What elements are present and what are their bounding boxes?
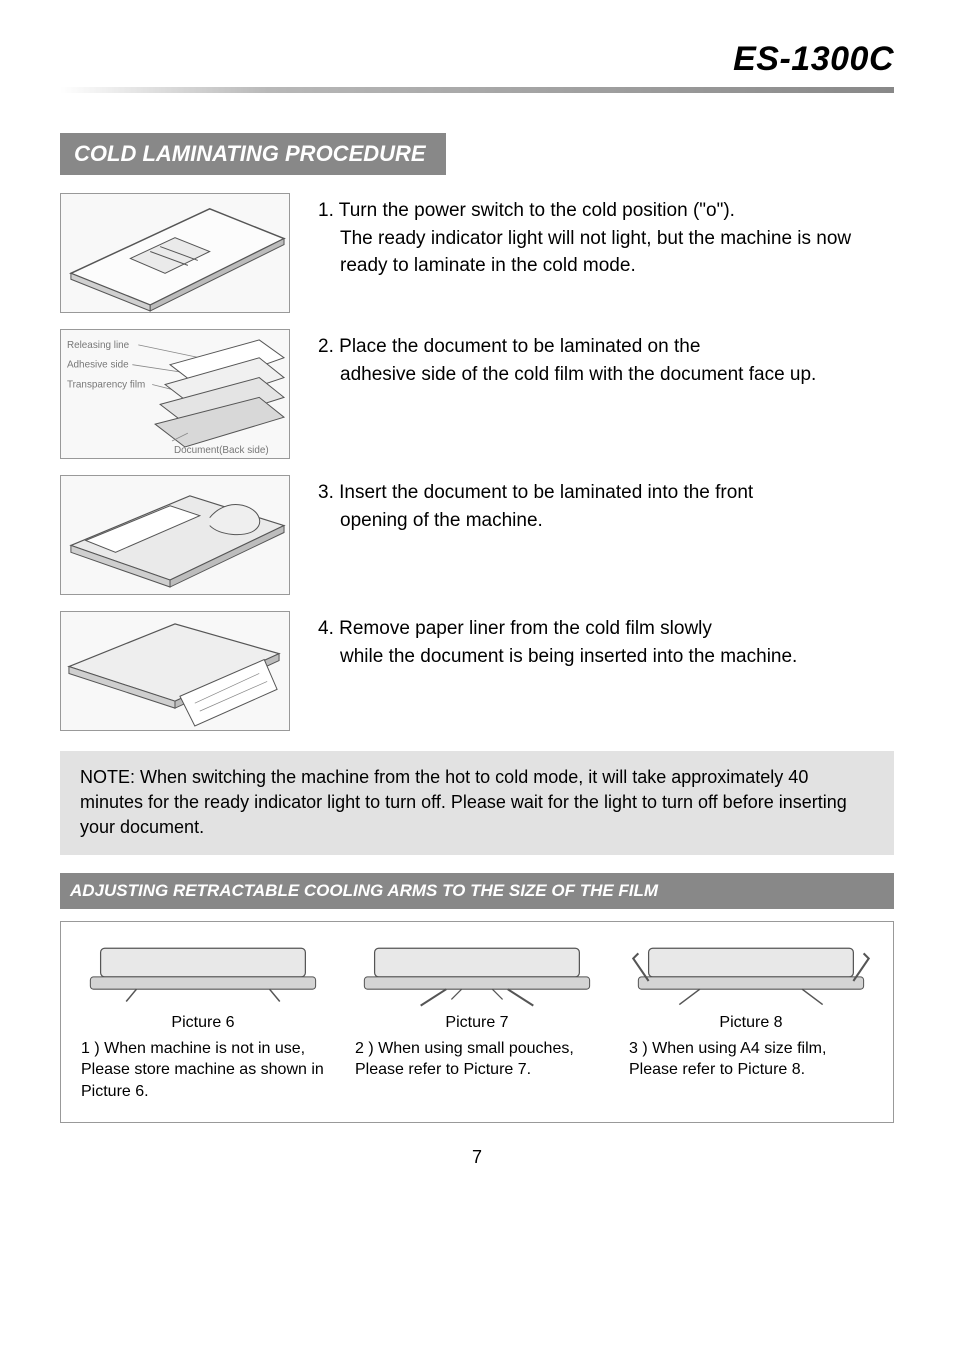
insert-document-icon: [61, 476, 289, 595]
page-number: 7: [60, 1147, 894, 1168]
step-rest: while the document is being inserted int…: [318, 643, 894, 671]
label-transparency: Transparency film: [67, 379, 145, 390]
step-num: 4.: [318, 618, 334, 639]
picture6-image: [75, 938, 331, 1008]
step-row: 4. Remove paper liner from the cold film…: [60, 611, 894, 731]
note-box: NOTE: When switching the machine from th…: [60, 751, 894, 855]
arms-box: Picture 6 1 ) When machine is not in use…: [60, 921, 894, 1124]
step1-image: [60, 193, 290, 313]
step-num: 3.: [318, 482, 334, 503]
picture7-image: [349, 938, 605, 1008]
step-row: 1. Turn the power switch to the cold pos…: [60, 193, 894, 313]
arms-desc: 3 ) When using A4 size film, Please refe…: [623, 1038, 879, 1081]
step-num: 1.: [318, 200, 334, 221]
model-title: ES-1300C: [733, 40, 894, 78]
picture-label: Picture 6: [75, 1014, 331, 1032]
arms-text: When machine is not in use, Please store…: [81, 1040, 324, 1100]
arms-col-3: Picture 8 3 ) When using A4 size film, P…: [623, 938, 879, 1103]
step2-text: 2. Place the document to be laminated on…: [318, 329, 894, 388]
step4-image: [60, 611, 290, 731]
step-rest: The ready indicator light will not light…: [318, 225, 894, 280]
step3-image: [60, 475, 290, 595]
arms-wide-icon: [623, 938, 879, 1010]
step-row: Releasing line Adhesive side Transparenc…: [60, 329, 894, 459]
label-adhesive: Adhesive side: [67, 360, 129, 371]
step-row: 3. Insert the document to be laminated i…: [60, 475, 894, 595]
picture-label: Picture 8: [623, 1014, 879, 1032]
step-first-line: Remove paper liner from the cold film sl…: [339, 618, 712, 639]
picture-label: Picture 7: [349, 1014, 605, 1032]
laminator-top-icon: [61, 194, 289, 313]
step-rest: opening of the machine.: [318, 507, 894, 535]
model-header: ES-1300C: [60, 40, 894, 79]
remove-liner-icon: [61, 612, 289, 731]
picture8-image: [623, 938, 879, 1008]
step3-text: 3. Insert the document to be laminated i…: [318, 475, 894, 534]
step-first-line: Turn the power switch to the cold positi…: [339, 200, 735, 221]
arms-desc: 1 ) When machine is not in use, Please s…: [75, 1038, 331, 1103]
label-document: Document(Back side): [174, 445, 269, 456]
arms-text: When using small pouches, Please refer t…: [355, 1040, 574, 1079]
header-rule: [60, 87, 894, 93]
section-adjusting-arms-heading: ADJUSTING RETRACTABLE COOLING ARMS TO TH…: [60, 873, 894, 909]
arms-num: 2 ): [355, 1040, 374, 1057]
arms-col-2: Picture 7 2 ) When using small pouches, …: [349, 938, 605, 1103]
arms-col-1: Picture 6 1 ) When machine is not in use…: [75, 938, 331, 1103]
step-first-line: Place the document to be laminated on th…: [339, 336, 700, 357]
step2-image: Releasing line Adhesive side Transparenc…: [60, 329, 290, 459]
arms-num: 3 ): [629, 1040, 648, 1057]
arms-text: When using A4 size film, Please refer to…: [629, 1040, 826, 1079]
step-first-line: Insert the document to be laminated into…: [339, 482, 753, 503]
arms-row: Picture 6 1 ) When machine is not in use…: [75, 938, 879, 1103]
arms-small-icon: [349, 938, 605, 1010]
arms-desc: 2 ) When using small pouches, Please ref…: [349, 1038, 605, 1081]
arms-num: 1 ): [81, 1040, 100, 1057]
step4-text: 4. Remove paper liner from the cold film…: [318, 611, 894, 670]
step1-text: 1. Turn the power switch to the cold pos…: [318, 193, 894, 280]
film-layers-icon: Releasing line Adhesive side Transparenc…: [61, 330, 289, 459]
section-cold-laminating-heading: COLD LAMINATING PROCEDURE: [60, 133, 446, 175]
label-releasing: Releasing line: [67, 340, 130, 351]
step-num: 2.: [318, 336, 334, 357]
step-rest: adhesive side of the cold film with the …: [318, 361, 894, 389]
page-root: ES-1300C COLD LAMINATING PROCEDURE 1. Tu…: [0, 0, 954, 1198]
arms-stored-icon: [75, 938, 331, 1010]
